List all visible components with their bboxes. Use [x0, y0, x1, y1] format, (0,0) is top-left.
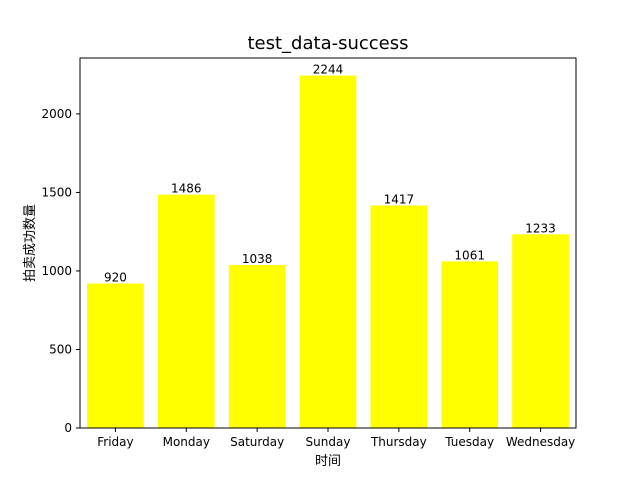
y-tick-label: 1500 — [41, 185, 72, 199]
x-tick-label: Thursday — [370, 435, 427, 449]
y-tick-label: 500 — [49, 342, 72, 356]
y-tick-label: 2000 — [41, 107, 72, 121]
bar-value-label: 1038 — [242, 252, 273, 266]
bar-value-label: 920 — [104, 271, 127, 285]
bar-friday — [87, 283, 144, 428]
x-tick-label: Wednesday — [506, 435, 575, 449]
x-tick-label: Tuesday — [444, 435, 494, 449]
bar-value-label: 1061 — [454, 248, 485, 262]
bar-value-label: 2244 — [313, 63, 344, 77]
bar-value-label: 1417 — [384, 192, 415, 206]
y-tick-label: 0 — [64, 421, 72, 435]
bar-value-label: 1486 — [171, 182, 202, 196]
x-tick-label: Friday — [97, 435, 133, 449]
chart-title: test_data-success — [247, 33, 408, 54]
bar-tuesday — [441, 261, 499, 428]
bar-monday — [157, 194, 215, 428]
bar-thursday — [370, 205, 428, 428]
bar-saturday — [228, 264, 286, 428]
y-axis-label: 拍卖成功数量 — [23, 204, 38, 282]
x-tick-label: Monday — [163, 435, 210, 449]
bar-sunday — [299, 75, 357, 428]
x-tick-label: Sunday — [306, 435, 351, 449]
bar-value-label: 1233 — [525, 221, 556, 235]
x-tick-label: Saturday — [230, 435, 284, 449]
x-axis-label: 时间 — [315, 454, 341, 469]
bar-wednesday — [512, 234, 569, 428]
y-tick-label: 1000 — [41, 264, 72, 278]
